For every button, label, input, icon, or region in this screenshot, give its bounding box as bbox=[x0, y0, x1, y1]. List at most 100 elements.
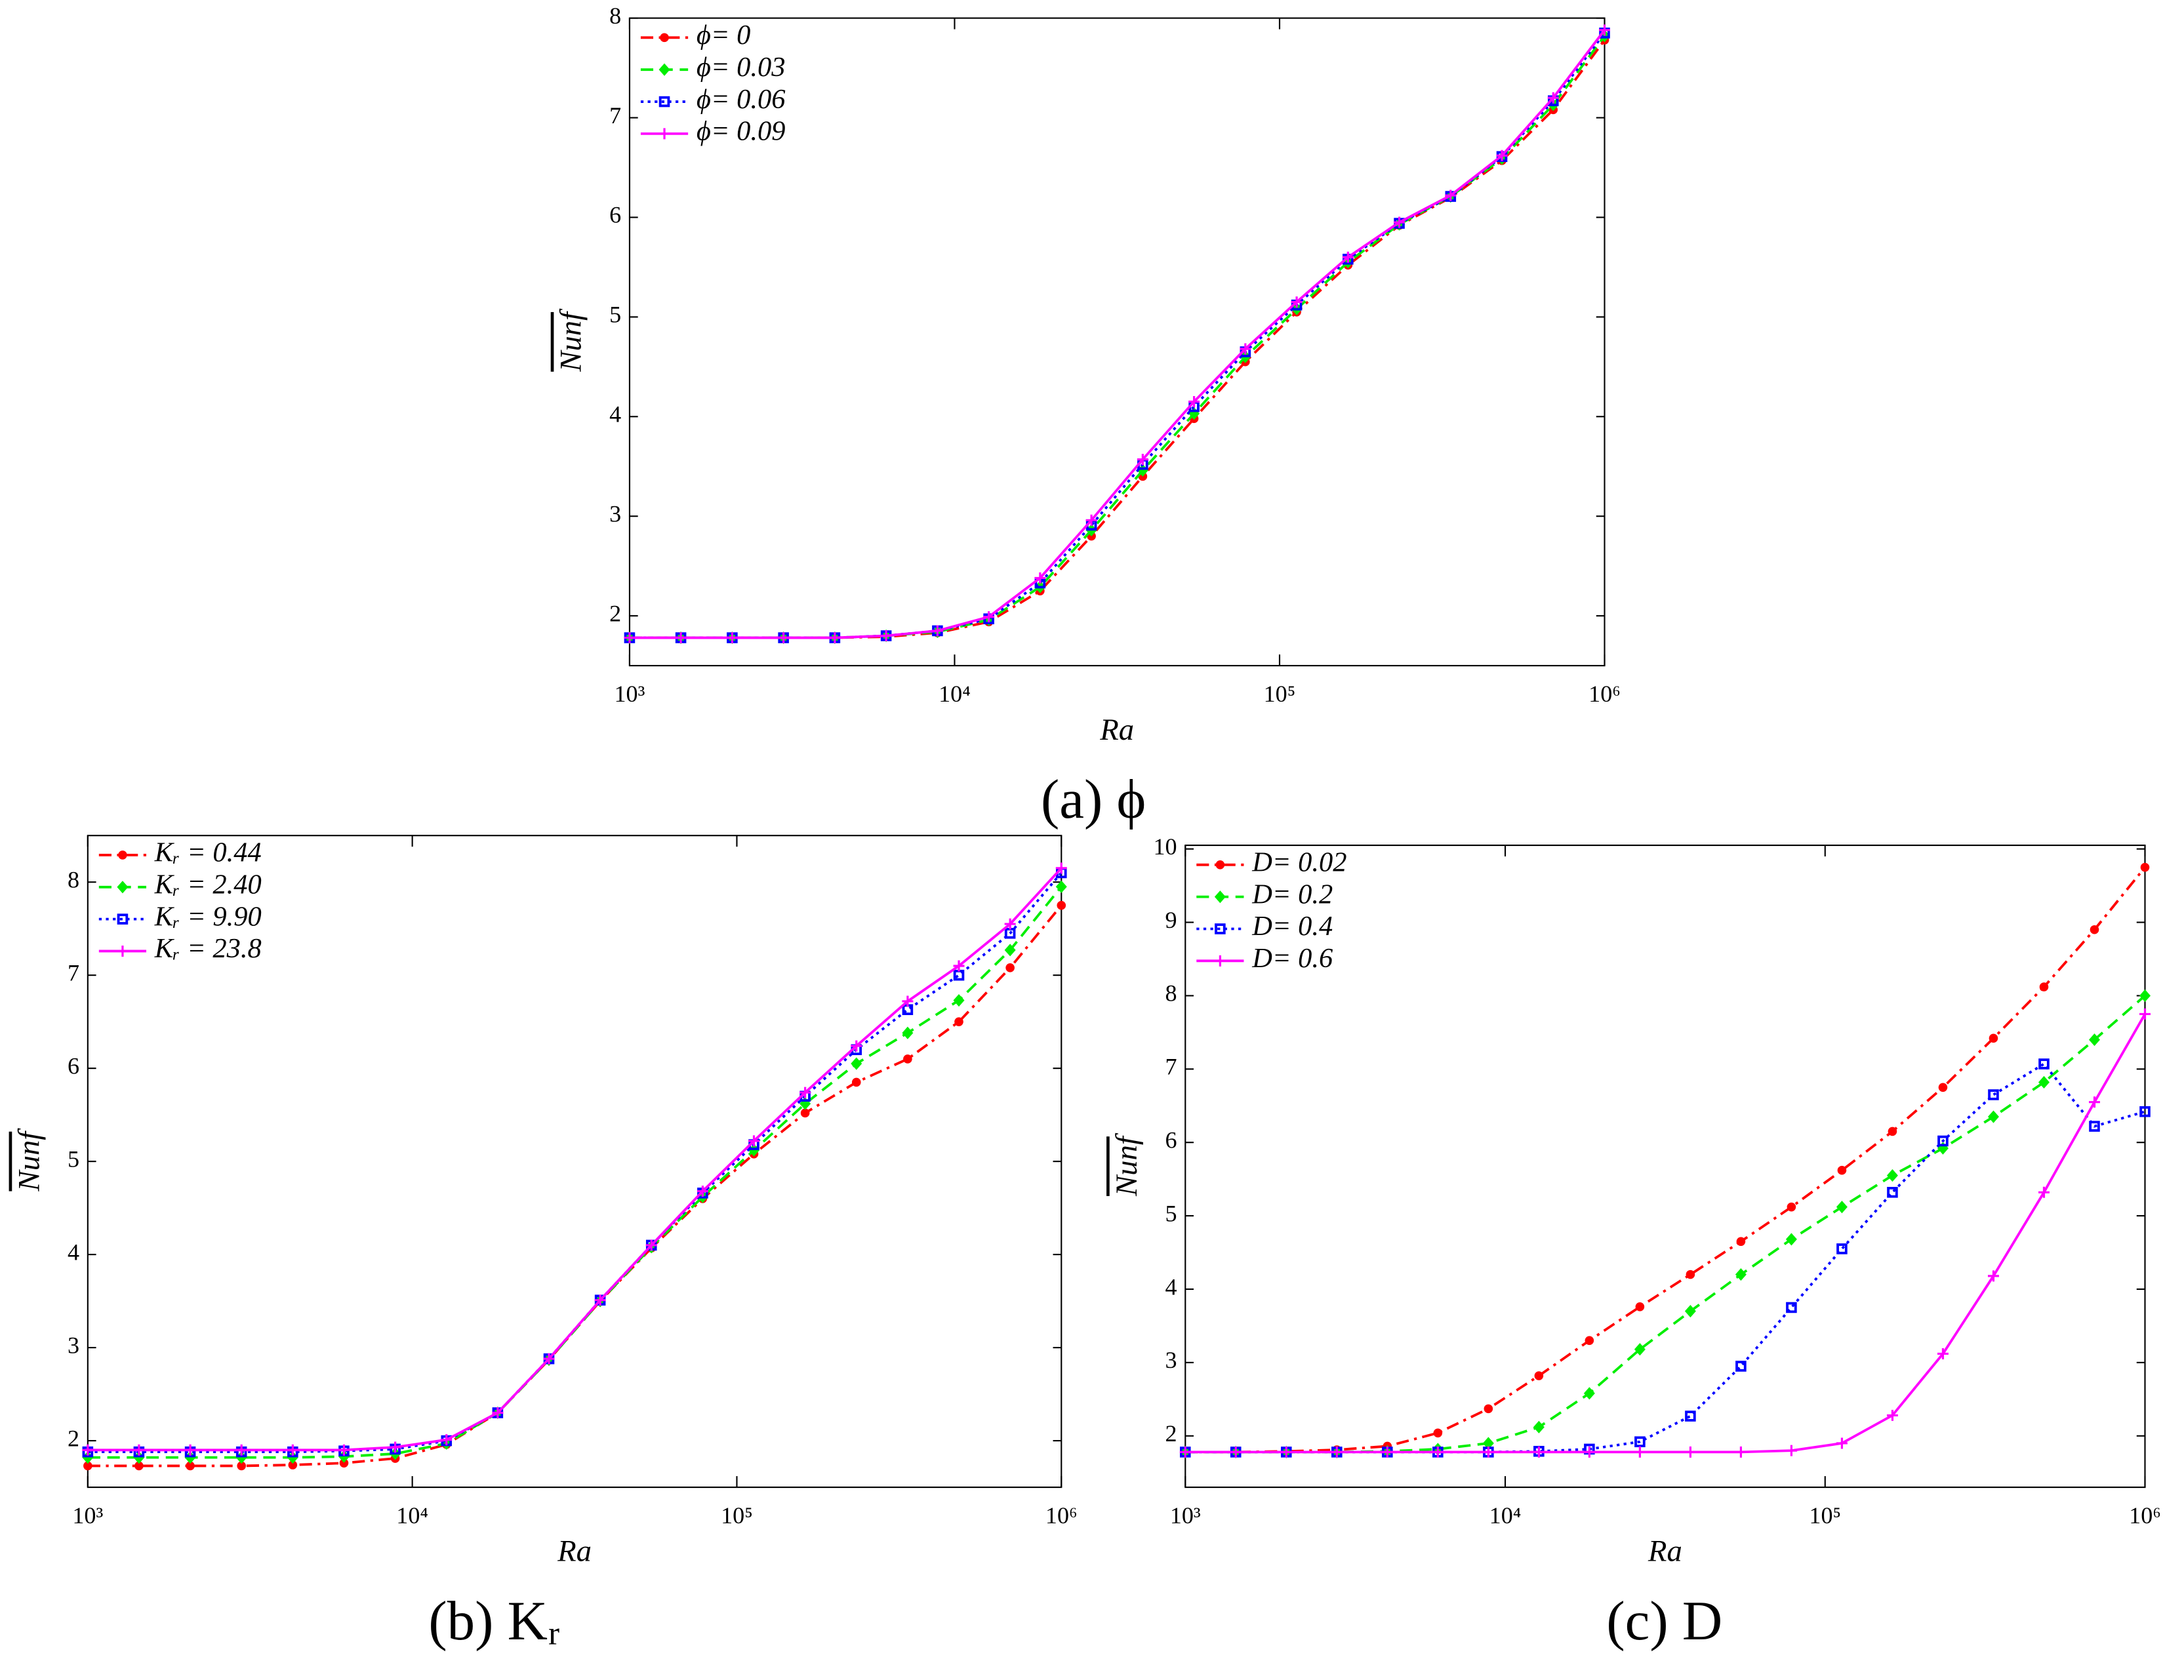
y-tick-label: 5 bbox=[68, 1146, 79, 1172]
x-tick-label: 10⁴ bbox=[1489, 1502, 1522, 1529]
y-tick-label: 7 bbox=[609, 102, 621, 129]
marker bbox=[953, 969, 965, 981]
marker bbox=[1886, 1169, 1898, 1182]
marker bbox=[829, 632, 841, 644]
marker bbox=[1684, 1304, 1696, 1318]
marker bbox=[1785, 1445, 1797, 1456]
marker bbox=[1188, 396, 1200, 408]
marker bbox=[1484, 1404, 1493, 1414]
series-line bbox=[1185, 1062, 2146, 1454]
marker bbox=[1937, 1348, 1949, 1359]
marker bbox=[1785, 1233, 1797, 1246]
marker bbox=[1583, 1446, 1595, 1458]
marker bbox=[2090, 925, 2099, 934]
x-axis-label: Ra bbox=[557, 1534, 592, 1569]
y-tick-label: 8 bbox=[1165, 980, 1177, 1007]
x-tick-label: 10⁶ bbox=[1588, 681, 1621, 707]
marker bbox=[184, 1451, 196, 1464]
series-line bbox=[1185, 866, 2146, 1454]
y-tick-label: 6 bbox=[1165, 1127, 1177, 1153]
marker bbox=[82, 1444, 94, 1456]
marker bbox=[1938, 1083, 1948, 1092]
marker bbox=[697, 1186, 708, 1197]
legend-label: D= 0.2 bbox=[1251, 879, 1333, 910]
marker bbox=[117, 881, 129, 894]
marker bbox=[2139, 1106, 2151, 1117]
y-tick-label: 9 bbox=[1165, 907, 1177, 933]
marker bbox=[1057, 900, 1066, 910]
x-tick-label: 10⁵ bbox=[1264, 681, 1296, 707]
marker bbox=[1735, 1446, 1747, 1458]
y-tick-label: 3 bbox=[68, 1332, 79, 1358]
marker bbox=[1432, 1446, 1444, 1458]
marker bbox=[118, 850, 127, 860]
marker bbox=[2139, 1008, 2151, 1020]
marker bbox=[1887, 1187, 1898, 1198]
marker bbox=[1686, 1270, 1695, 1279]
marker bbox=[1634, 1446, 1646, 1458]
plot-frame bbox=[1184, 845, 2146, 1489]
marker bbox=[983, 611, 995, 623]
marker bbox=[1937, 1135, 1949, 1147]
y-tick-label: 8 bbox=[68, 866, 79, 892]
marker bbox=[2038, 1186, 2050, 1198]
marker bbox=[235, 1444, 247, 1456]
marker bbox=[658, 128, 670, 140]
marker bbox=[1394, 216, 1405, 228]
marker bbox=[492, 1407, 504, 1418]
marker bbox=[186, 1461, 195, 1471]
y-tick-label: 4 bbox=[68, 1239, 79, 1265]
marker bbox=[1888, 1127, 1897, 1136]
y-tick-label: 7 bbox=[68, 959, 79, 986]
y-tick-label: 7 bbox=[1165, 1054, 1177, 1080]
marker bbox=[1684, 1446, 1696, 1458]
marker bbox=[902, 995, 914, 1007]
marker bbox=[902, 1026, 914, 1039]
marker bbox=[726, 632, 738, 644]
marker bbox=[1240, 343, 1251, 355]
marker bbox=[2038, 1075, 2050, 1089]
marker bbox=[1085, 514, 1097, 526]
marker bbox=[1533, 1420, 1545, 1433]
legend-label: Kᵣ = 9.90 bbox=[154, 901, 262, 932]
x-tick-label: 10³ bbox=[72, 1502, 103, 1529]
marker bbox=[624, 632, 636, 644]
marker bbox=[660, 33, 669, 43]
caption: (c) D bbox=[1606, 1590, 1722, 1652]
marker bbox=[441, 1434, 453, 1446]
marker bbox=[288, 1460, 298, 1470]
marker bbox=[1445, 190, 1457, 201]
marker bbox=[1179, 1446, 1191, 1458]
marker bbox=[1055, 862, 1067, 874]
marker bbox=[1005, 963, 1015, 972]
marker bbox=[594, 1294, 606, 1306]
y-tick-label: 8 bbox=[609, 3, 621, 29]
x-tick-label: 10⁵ bbox=[721, 1502, 753, 1529]
legend-label: D= 0.02 bbox=[1251, 847, 1346, 878]
marker bbox=[1280, 1446, 1292, 1458]
legend-label: Kᵣ = 2.40 bbox=[154, 870, 262, 900]
marker bbox=[287, 1451, 298, 1464]
marker bbox=[390, 1441, 401, 1453]
marker bbox=[2039, 982, 2049, 991]
x-tick-label: 10⁴ bbox=[396, 1502, 428, 1529]
marker bbox=[778, 632, 790, 644]
marker bbox=[83, 1461, 92, 1471]
marker bbox=[1836, 1201, 1848, 1214]
marker bbox=[133, 1444, 145, 1456]
marker bbox=[117, 913, 129, 925]
marker bbox=[1291, 296, 1303, 308]
marker bbox=[1215, 923, 1226, 934]
marker bbox=[748, 1135, 760, 1147]
marker bbox=[1381, 1446, 1393, 1458]
marker bbox=[1533, 1446, 1545, 1458]
marker bbox=[184, 1444, 196, 1456]
marker bbox=[1583, 1387, 1595, 1400]
marker bbox=[800, 1108, 810, 1118]
marker bbox=[645, 1239, 657, 1251]
series-line bbox=[87, 867, 1062, 1452]
marker bbox=[1331, 1446, 1343, 1458]
